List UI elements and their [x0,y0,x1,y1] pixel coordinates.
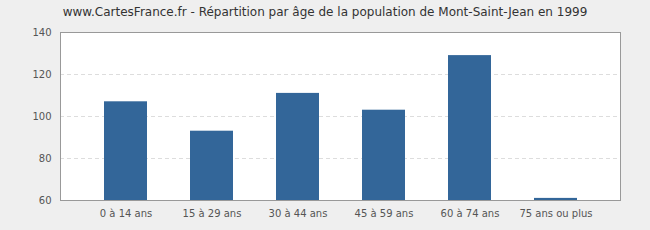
svg-text:60: 60 [39,195,52,206]
svg-text:75 ans ou plus: 75 ans ou plus [519,208,592,219]
svg-text:45 à 59 ans: 45 à 59 ans [355,208,414,219]
svg-text:15 à 29 ans: 15 à 29 ans [183,208,242,219]
svg-text:140: 140 [32,27,51,38]
svg-text:100: 100 [32,111,51,122]
svg-text:30 à 44 ans: 30 à 44 ans [269,208,328,219]
svg-text:60 à 74 ans: 60 à 74 ans [441,208,500,219]
svg-text:0 à 14 ans: 0 à 14 ans [100,208,152,219]
svg-text:80: 80 [39,153,52,164]
svg-text:120: 120 [32,69,51,80]
html-text:www.CartesFrance.fr - Répartit: www.CartesFrance.fr - Répartition par âg… [62,5,588,19]
